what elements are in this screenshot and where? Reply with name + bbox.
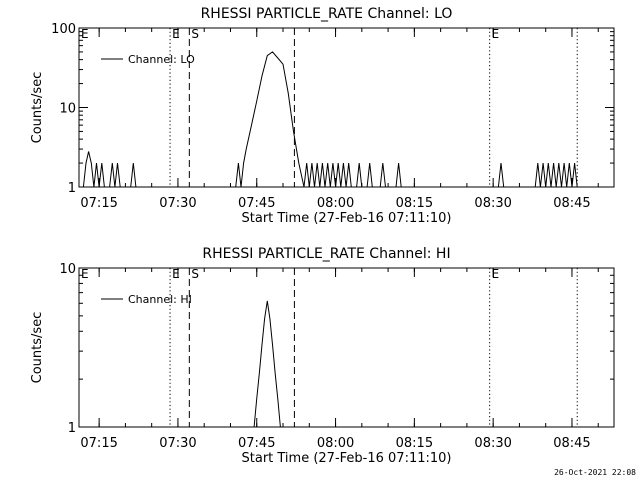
y-axis-label: Counts/sec <box>30 72 45 144</box>
chart-title: RHESSI PARTICLE_RATE Channel: LO <box>201 6 453 22</box>
y-tick-label: 10 <box>59 102 76 117</box>
y-axis-label: Counts/sec <box>30 312 45 384</box>
x-tick-label: 07:30 <box>159 436 196 451</box>
x-tick-label: 08:15 <box>396 436 433 451</box>
legend-entry: Channel: LO <box>128 53 195 66</box>
x-tick-label: 07:15 <box>80 436 117 451</box>
x-tick-label: 08:00 <box>317 196 354 211</box>
x-tick-label: 08:00 <box>317 436 354 451</box>
edge-marker-label: E <box>81 267 89 281</box>
plot-frame <box>78 267 615 428</box>
x-axis-label: Start Time (27-Feb-16 07:11:10) <box>242 451 452 466</box>
panel-2: RHESSI PARTICLE_RATE Channel: HI 1 10 07:15… <box>30 246 615 466</box>
event-marker-label: E <box>492 267 500 281</box>
x-tick-label: 07:45 <box>238 196 275 211</box>
plot-frame <box>78 27 615 188</box>
y-tick-label: 1 <box>68 421 76 436</box>
x-tick-label: 08:30 <box>474 436 511 451</box>
x-tick-label: 07:15 <box>80 196 117 211</box>
event-marker-label: S <box>191 27 199 41</box>
series-line <box>79 51 614 188</box>
chart-title: RHESSI PARTICLE_RATE Channel: HI <box>202 246 450 262</box>
y-tick-label: 1 <box>68 181 76 196</box>
x-tick-label: 08:45 <box>553 196 590 211</box>
x-tick-label: 08:30 <box>474 196 511 211</box>
panel-1: RHESSI PARTICLE_RATE Channel: LO 1 10 100 07… <box>30 6 615 226</box>
series-line <box>253 300 281 428</box>
y-tick-label: 100 <box>51 22 76 37</box>
event-marker-label: E <box>172 27 180 41</box>
timestamp-label: 26-Oct-2021 22:08 <box>554 468 636 477</box>
event-marker-label: E <box>492 27 500 41</box>
edge-marker-label: E <box>81 27 89 41</box>
x-tick-label: 07:45 <box>238 436 275 451</box>
y-tick-label: 10 <box>59 262 76 277</box>
x-tick-label: 07:30 <box>159 196 196 211</box>
event-marker-label: E <box>172 267 180 281</box>
x-axis-label: Start Time (27-Feb-16 07:11:10) <box>242 211 452 226</box>
legend-entry: Channel: HI <box>128 293 192 306</box>
x-tick-label: 08:45 <box>553 436 590 451</box>
x-tick-label: 08:15 <box>396 196 433 211</box>
event-marker-label: S <box>191 267 199 281</box>
